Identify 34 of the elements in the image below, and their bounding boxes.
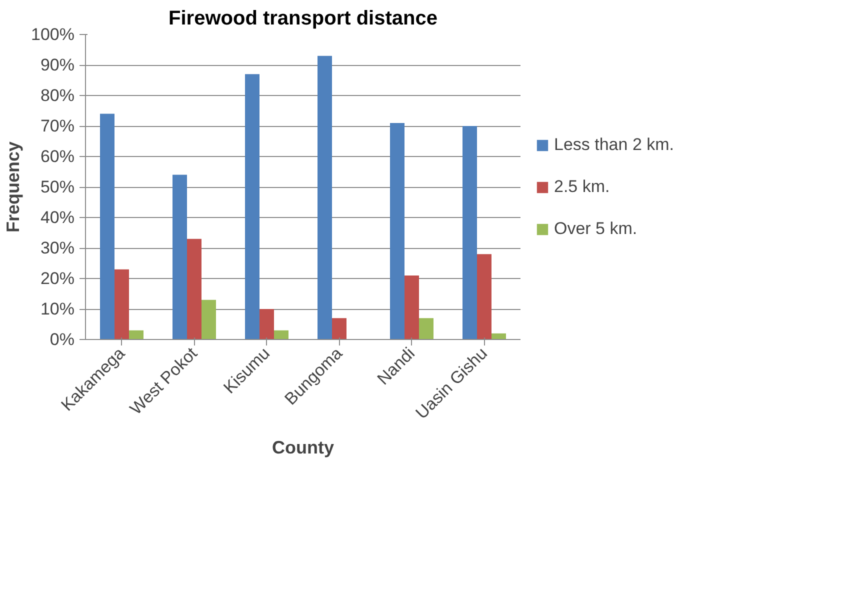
y-tick-label: 70% (40, 116, 75, 136)
bar (202, 300, 216, 340)
bar (390, 122, 404, 340)
y-axis-title: Frequency (3, 141, 24, 233)
y-tick-label: 40% (40, 208, 75, 227)
y-tick-label: 30% (40, 238, 75, 258)
chart-title: Firewood transport distance (168, 8, 438, 30)
bar (274, 330, 288, 340)
legend-label: Less than 2 km. (554, 134, 674, 154)
bar (404, 275, 419, 340)
bar (187, 238, 202, 340)
y-tick-label: 20% (40, 269, 75, 288)
bar (260, 309, 274, 340)
bar (462, 126, 477, 340)
y-tick-label: 60% (40, 147, 75, 166)
bar (100, 114, 114, 340)
bar (114, 269, 129, 340)
y-tick-label: 100% (31, 25, 75, 44)
y-tick-label: 50% (40, 178, 75, 196)
bar (492, 333, 506, 340)
x-axis-title: County (272, 437, 334, 458)
legend-label: 2.5 km. (554, 176, 610, 196)
y-tick-label: 0% (50, 330, 75, 349)
y-tick-label: 80% (40, 86, 75, 105)
y-tick-label: 10% (40, 300, 75, 318)
bar (172, 174, 187, 340)
bar (332, 318, 346, 340)
bar (129, 330, 144, 340)
bar (318, 56, 332, 340)
y-tick-label: 90% (40, 56, 75, 74)
legend-label: Over 5 km. (554, 218, 638, 238)
bar (245, 74, 260, 340)
bar (477, 254, 492, 340)
bar (419, 318, 434, 340)
